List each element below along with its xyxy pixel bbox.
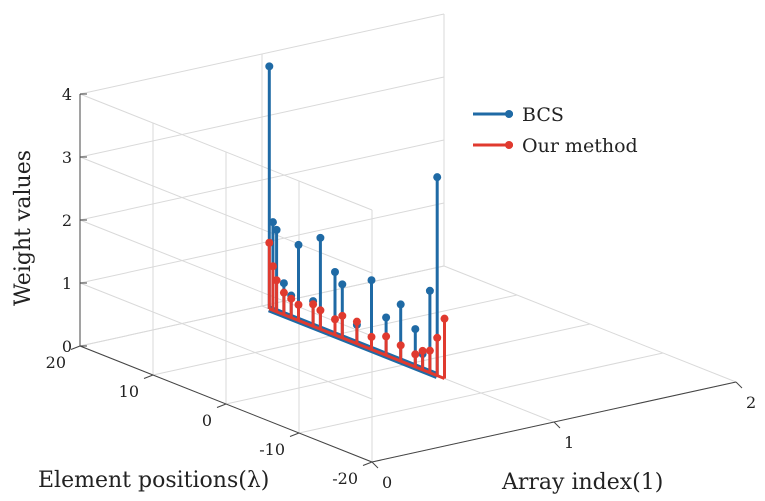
stem-marker-our-method bbox=[418, 346, 427, 355]
y-tick-mark bbox=[216, 403, 227, 408]
legend-label-bcs: BCS bbox=[522, 104, 564, 126]
y-tick-mark bbox=[70, 345, 81, 350]
stem-marker-bcs bbox=[433, 173, 442, 182]
floor-grid-y bbox=[298, 352, 664, 434]
legend-label-our-method: Our method bbox=[522, 135, 638, 157]
stem-marker-our-method bbox=[309, 300, 318, 309]
y-tick-label: 10 bbox=[119, 382, 139, 401]
y-tick-mark bbox=[143, 374, 154, 379]
y-tick-mark bbox=[362, 461, 373, 466]
wall-grid-z2 bbox=[79, 76, 445, 158]
stem-marker-our-method bbox=[352, 317, 361, 326]
y-tick-label: 20 bbox=[46, 353, 66, 372]
axes bbox=[70, 93, 743, 469]
stem-marker-bcs bbox=[331, 268, 339, 276]
y-tick-label: -10 bbox=[259, 440, 285, 459]
stem-marker-our-method bbox=[433, 333, 442, 342]
z-tick-label: 2 bbox=[62, 211, 72, 230]
y-tick-label: -20 bbox=[332, 469, 358, 488]
y-axis-label: Element positions(λ) bbox=[38, 468, 269, 493]
stem-marker-our-method bbox=[396, 341, 405, 350]
stem-marker-bcs bbox=[367, 276, 376, 285]
stem-marker-our-method bbox=[331, 315, 339, 324]
stem-marker-our-method bbox=[287, 294, 296, 303]
stem-marker-bcs bbox=[382, 313, 391, 322]
legend-marker-our-method bbox=[505, 141, 513, 149]
stem-marker-our-method bbox=[440, 314, 449, 323]
z-axis-label: Weight values bbox=[11, 150, 36, 306]
stem-marker-bcs bbox=[338, 280, 347, 289]
z-tick-label: 0 bbox=[62, 337, 72, 356]
x-tick-label: 2 bbox=[746, 393, 756, 412]
stem-marker-bcs bbox=[279, 279, 288, 288]
stem-marker-our-method bbox=[411, 350, 420, 359]
stem-marker-bcs bbox=[396, 300, 405, 309]
wall-grid-z bbox=[79, 93, 373, 211]
wall-grid-z bbox=[79, 282, 373, 400]
stem-marker-our-method bbox=[367, 332, 376, 341]
wall-grid-z2 bbox=[79, 139, 445, 221]
x-tick-label: 0 bbox=[382, 473, 392, 492]
x-tick-mark bbox=[553, 421, 561, 429]
z-tick-label: 3 bbox=[62, 148, 72, 167]
legend: BCS Our method bbox=[473, 104, 638, 157]
stem-marker-bcs bbox=[316, 233, 325, 242]
stem-marker-bcs bbox=[268, 218, 277, 227]
stem-marker-bcs bbox=[272, 225, 281, 234]
x-tick-mark bbox=[371, 461, 379, 469]
legend-marker-bcs bbox=[505, 110, 513, 118]
grid-lines bbox=[79, 13, 737, 463]
stem-marker-our-method bbox=[272, 276, 281, 285]
stem-marker-bcs bbox=[265, 62, 274, 71]
stem-marker-bcs bbox=[411, 325, 420, 334]
y-tick-label: 0 bbox=[202, 411, 212, 430]
z-tick-label: 1 bbox=[62, 274, 72, 293]
stem-marker-our-method bbox=[382, 332, 391, 341]
stem-marker-bcs bbox=[294, 240, 303, 249]
x-tick-mark bbox=[735, 381, 743, 389]
stem-marker-our-method bbox=[425, 346, 434, 355]
wall-grid-z2 bbox=[79, 265, 445, 347]
stem-marker-our-method bbox=[279, 288, 288, 297]
stem-marker-our-method bbox=[338, 311, 347, 320]
data-stems bbox=[265, 62, 449, 380]
x-tick-label: 1 bbox=[564, 433, 574, 452]
stem-marker-our-method bbox=[268, 262, 277, 271]
x-axis-label: Array index(1) bbox=[501, 470, 663, 495]
y-tick-mark bbox=[289, 432, 300, 437]
wall-grid-z2 bbox=[79, 202, 445, 284]
z-tick-label: 4 bbox=[62, 85, 72, 104]
wall-grid-z2 bbox=[79, 13, 445, 95]
stem-marker-our-method bbox=[316, 306, 325, 315]
series-our-method bbox=[265, 238, 449, 380]
stem-marker-our-method bbox=[294, 300, 303, 309]
wall-grid-z bbox=[79, 156, 373, 274]
stem-marker-bcs bbox=[425, 286, 434, 295]
stem-marker-our-method bbox=[265, 238, 274, 247]
wall-grid-z bbox=[79, 219, 373, 337]
